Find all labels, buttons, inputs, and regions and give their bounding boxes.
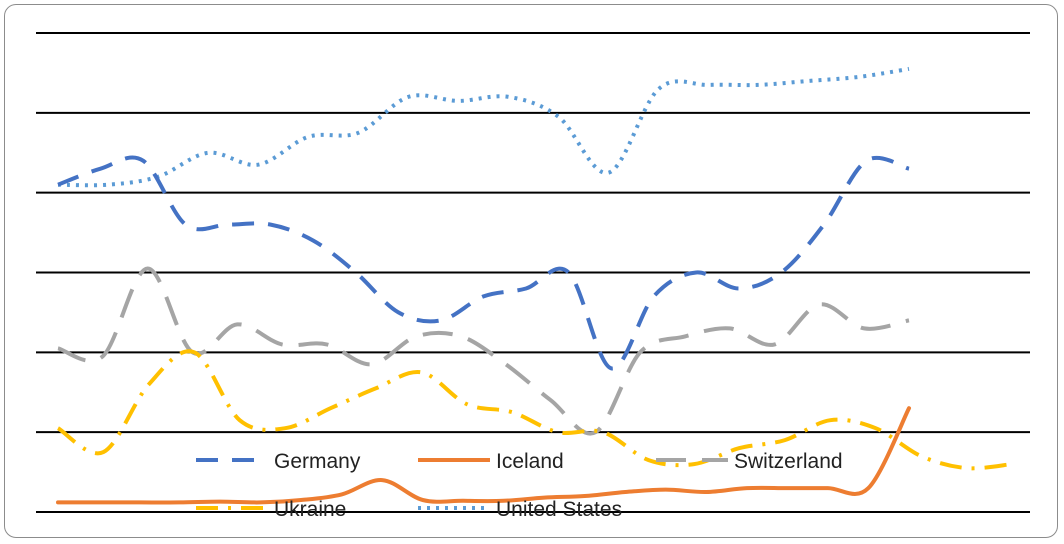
series-layer: [56, 66, 1013, 505]
series-line-united-states: [57, 66, 910, 188]
series-line-switzerland: [57, 266, 910, 436]
series-line-germany: [57, 155, 910, 371]
chart-frame: [4, 4, 1058, 538]
legend-label-united-states: United States: [496, 498, 622, 521]
legend: Germany Iceland Switzerland Ukraine United S…: [196, 450, 843, 521]
series-line-iceland: [56, 406, 911, 505]
legend-label-ukraine: Ukraine: [274, 498, 346, 521]
series-line-ukraine: [56, 349, 1013, 471]
legend-label-switzerland: Switzerland: [734, 450, 843, 473]
legend-label-iceland: Iceland: [496, 450, 564, 473]
gridlines: [36, 32, 1030, 513]
legend-label-germany: Germany: [274, 450, 361, 473]
